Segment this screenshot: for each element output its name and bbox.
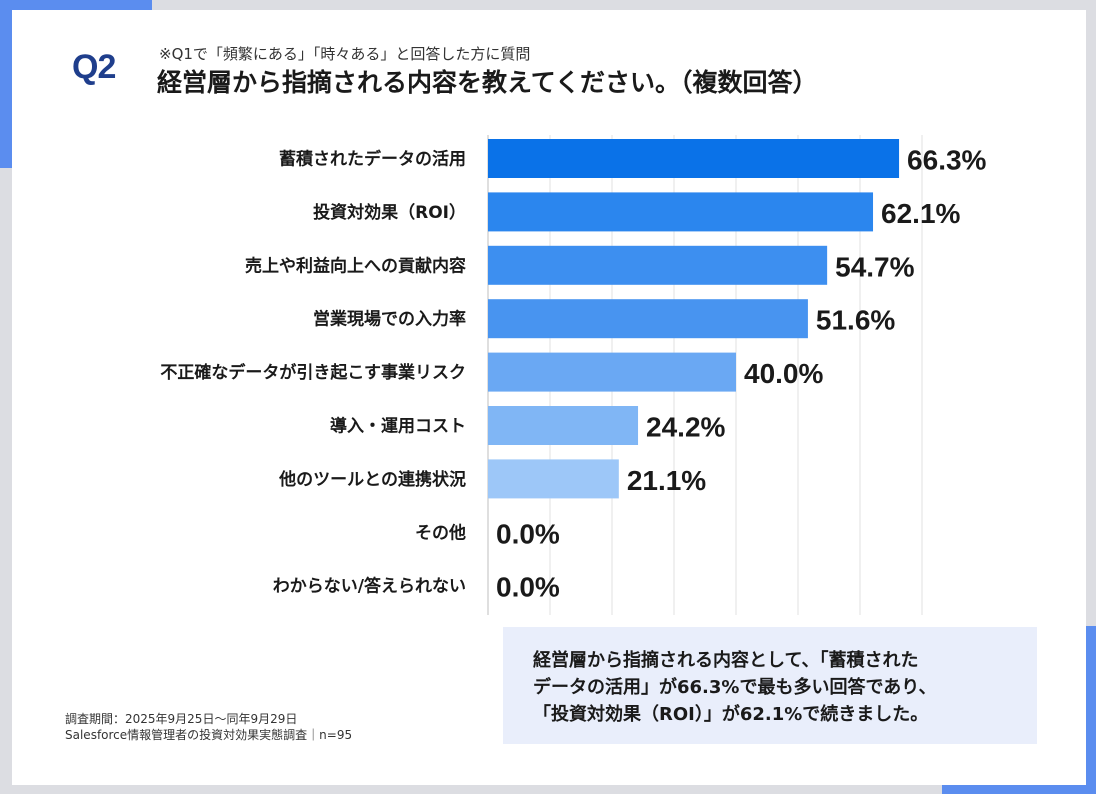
survey-source: Salesforce情報管理者の投資対効果実態調査｜n=95 xyxy=(65,728,353,742)
bar xyxy=(488,245,828,285)
category-label: 売上や利益向上への貢献内容 xyxy=(245,255,466,276)
value-label: 62.1% xyxy=(881,198,960,229)
bar-chart: 蓄積されたデータの活用 66.3% 投資対効果（ROI） 62.1% 売上や利益向上への… xyxy=(160,135,987,615)
question-note: ※Q1で「頻繁にある」「時々ある」と回答した方に質問 xyxy=(159,45,531,63)
summary-line-1: 経営層から指摘される内容として、「蓄積された xyxy=(533,650,919,671)
content-card: Q2 ※Q1で「頻繁にある」「時々ある」と回答した方に質問 経営層から指摘される… xyxy=(12,10,1086,785)
bar xyxy=(488,299,808,339)
category-label: 他のツールとの連携状況 xyxy=(278,469,466,490)
category-label: その他 xyxy=(415,522,466,543)
category-label: 投資対効果（ROI） xyxy=(313,202,466,223)
summary-line-2: データの活用」が66.3%で最も多い回答であり、 xyxy=(533,677,937,698)
category-label: 営業現場での入力率 xyxy=(313,309,466,330)
bar xyxy=(488,406,639,445)
value-label: 0.0% xyxy=(496,518,560,549)
bar xyxy=(488,459,619,499)
value-label: 21.1% xyxy=(627,465,706,496)
value-label: 54.7% xyxy=(835,251,914,282)
category-label: 導入・運用コスト xyxy=(330,416,466,437)
survey-footer: 調査期間：2025年9月25日～同年9月29日 Salesforce情報管理者の… xyxy=(65,711,352,743)
category-label: 不正確なデータが引き起こす事業リスク xyxy=(160,362,466,383)
question-title: 経営層から指摘される内容を教えてください。（複数回答） xyxy=(157,68,818,97)
survey-period: 調査期間：2025年9月25日～同年9月29日 xyxy=(65,712,298,726)
value-label: 40.0% xyxy=(744,358,823,389)
value-label: 24.2% xyxy=(646,412,725,443)
bar xyxy=(488,352,736,392)
summary-box: 経営層から指摘される内容として、「蓄積された データの活用」が66.3%で最も多… xyxy=(503,627,1037,744)
summary-line-3: 「投資対効果（ROI）」が62.1%で続きました。 xyxy=(533,704,929,725)
question-label: Q2 xyxy=(72,48,116,86)
value-label: 0.0% xyxy=(496,572,560,603)
category-label: 蓄積されたデータの活用 xyxy=(279,149,466,170)
category-label: わからない/答えられない xyxy=(273,576,466,597)
value-label: 66.3% xyxy=(907,145,986,176)
bar xyxy=(488,192,874,232)
bar xyxy=(488,139,900,178)
value-label: 51.6% xyxy=(816,305,895,336)
